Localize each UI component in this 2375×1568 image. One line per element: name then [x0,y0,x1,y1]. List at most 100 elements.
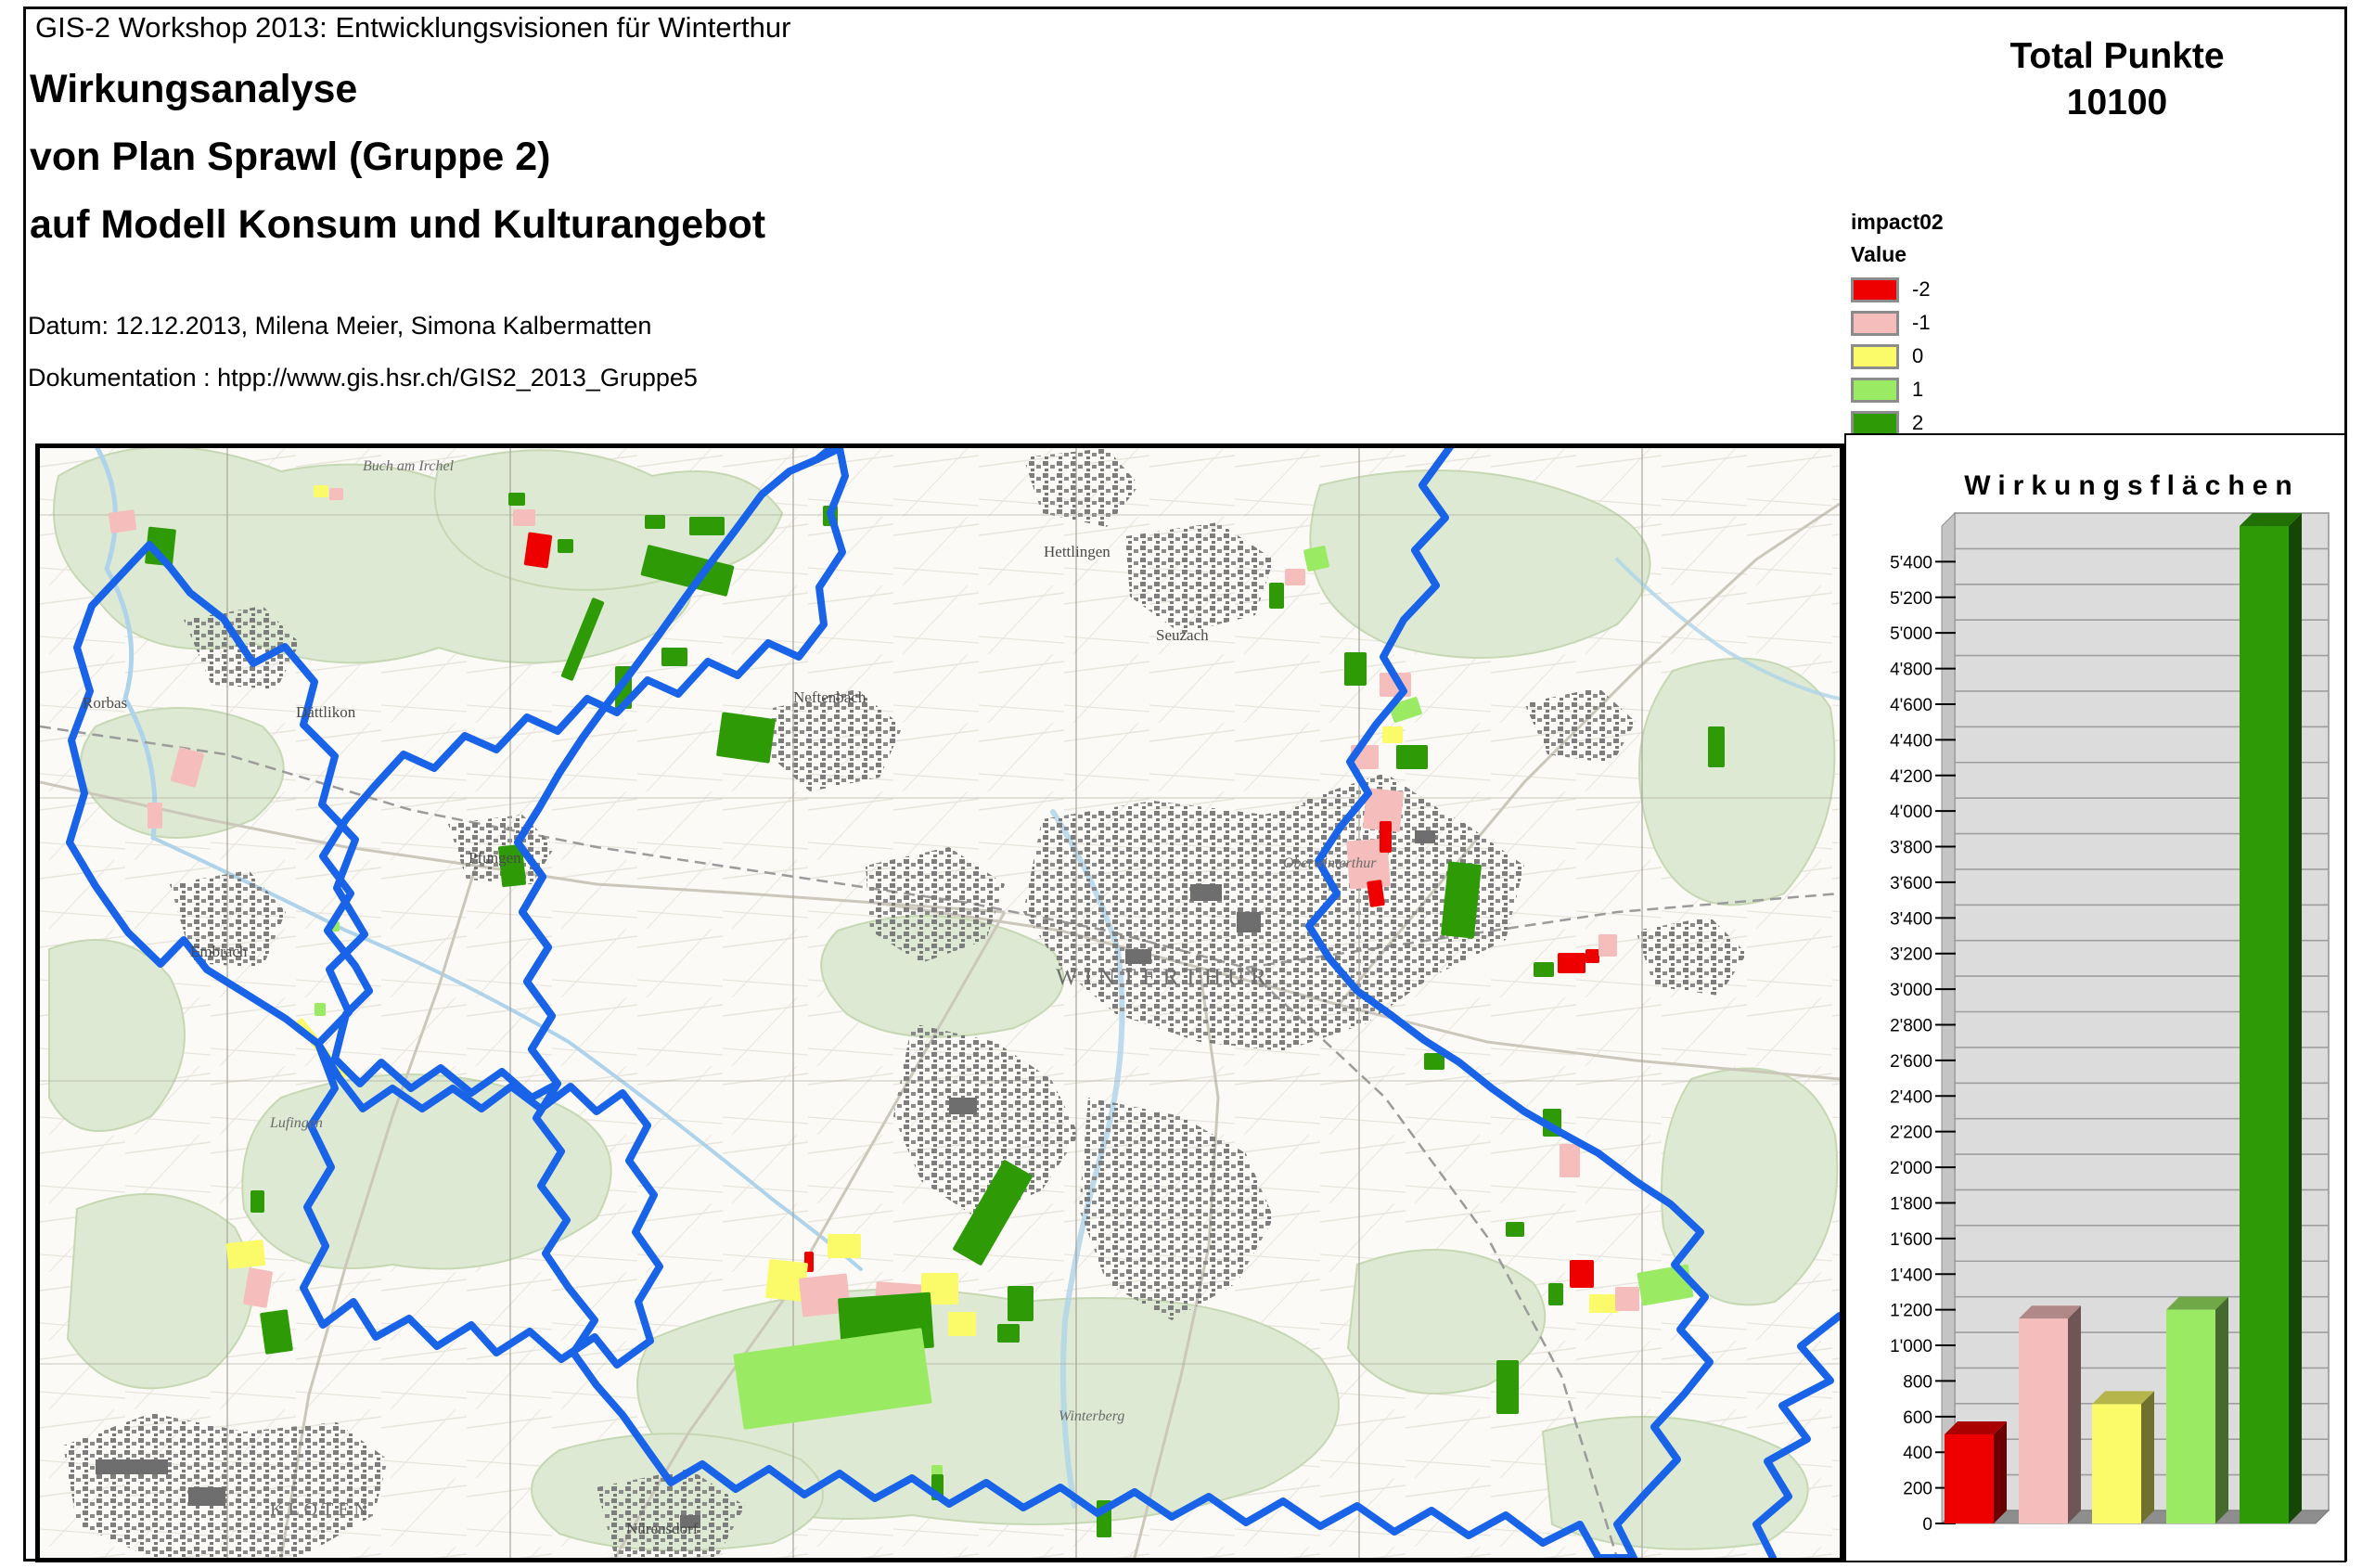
y-tick-label: 3'400 [1890,909,1932,929]
map-legend: impact02 Value -2 -1 0 1 2 [1851,210,1944,440]
map-place-label: Rorbas [83,694,127,712]
legend-item-0: 0 [1851,340,1944,373]
impact-patch [931,1465,943,1476]
y-tick-label: 600 [1903,1408,1932,1428]
impact-patch [1548,1283,1563,1305]
y-tick-label: 4'200 [1890,767,1932,787]
y-tick-label: 2'800 [1890,1017,1932,1036]
legend-item-1: 1 [1851,373,1944,406]
legend-layer-title: impact02 [1851,210,1944,234]
y-tick-label: 4'400 [1890,731,1932,751]
impact-patch [1424,1053,1444,1070]
legend-label: 2 [1912,411,1924,434]
legend-field-title: Value [1851,242,1907,266]
impact-patch [260,1309,293,1355]
map-place-label: Lufingen [269,1115,323,1131]
impact-patch [1382,726,1403,743]
y-tick-label: 1'800 [1890,1194,1932,1214]
y-tick-label: 2'200 [1890,1124,1932,1143]
map-place-label: Neftenbach [793,688,867,706]
impact-patch [513,509,535,526]
impact-patch [243,1267,273,1308]
legend-label: -2 [1912,277,1931,301]
y-tick-label: 4'000 [1890,803,1932,822]
map-place-label: Winterberg [1059,1408,1124,1424]
impact-patch [1396,745,1428,769]
impact-patch [148,803,162,829]
y-tick-label: 1'200 [1890,1302,1932,1321]
legend-item-neg1: -1 [1851,306,1944,340]
total-points-block: Total Punkte 10100 [1885,33,2349,126]
impact-patch [1558,953,1585,973]
map-place-label: Embrach [190,943,248,960]
impact-polygons [108,485,1725,1537]
legend-swatch-0 [1851,343,1899,369]
y-tick-label: 5'000 [1890,624,1932,644]
impact-patch [733,1328,932,1430]
legend-label: 1 [1912,378,1924,401]
impact-patch [640,545,735,597]
y-tick-label: 3'000 [1890,981,1932,1000]
y-tick-label: 1'400 [1890,1266,1932,1285]
impact-patch [997,1324,1020,1343]
y-tick-label: 3'200 [1890,945,1932,965]
impact-patch [716,712,776,764]
page-title: Wirkungsanalyse von Plan Sprawl (Gruppe … [30,67,766,247]
bar-side [1994,1421,2007,1523]
legend-swatch-neg2 [1851,276,1899,302]
bar-top [2166,1296,2228,1310]
impact-patch [1496,1360,1519,1414]
bar-side [2141,1391,2154,1523]
bar-top [2092,1391,2154,1405]
impact-patch [558,539,573,553]
impact-patch [1363,788,1404,832]
urban-areas [63,448,1747,1558]
impact-patch [1367,880,1385,907]
bar-top [2019,1305,2081,1319]
legend-label: 0 [1912,344,1924,367]
impact-patch [1008,1286,1033,1321]
y-tick-label: 2'600 [1890,1052,1932,1072]
impact-patch [1585,949,1599,963]
impact-patch [560,598,605,681]
total-points-value: 10100 [2066,83,2168,122]
impact-patch [1285,569,1305,585]
impact-patch [508,493,525,506]
impact-patch [315,1003,326,1016]
bar-2 [2240,526,2289,1523]
impact-patch [1598,934,1617,957]
map-place-label: Pfungen [469,849,521,867]
impact-patch [1708,726,1725,767]
legend-item-neg2: -2 [1851,273,1944,306]
y-tick-label: 0 [1922,1515,1932,1535]
y-tick-label: 4'800 [1890,661,1932,680]
y-tick-label: 1'600 [1890,1230,1932,1250]
impact-patch [1589,1294,1619,1313]
bar-top [2240,513,2302,526]
y-tick-label: 5'400 [1890,553,1932,572]
legend-label: -1 [1912,311,1931,334]
map-place-label: Seuzach [1156,626,1209,644]
map-place-label: Nürensdorf [626,1520,699,1537]
workshop-subtitle: GIS-2 Workshop 2013: Entwicklungsvisione… [35,11,791,44]
legend-swatch-1 [1851,377,1899,403]
impact-patch [1346,838,1391,890]
bar-side [2215,1296,2228,1523]
y-tick-label: 3'600 [1890,874,1932,893]
large-buildings [96,830,1435,1528]
place-labels: WINTERTHUR KLOTEN Oberwinterthur Neftenbach… [83,458,1377,1537]
impact-patch [1560,1144,1580,1177]
impact-patch [1506,1222,1524,1237]
impact-patch [314,485,328,497]
documentation-url-line: Dokumentation : htpp://www.gis.hsr.ch/GI… [28,364,698,392]
topographic-map: WINTERTHUR KLOTEN Oberwinterthur Neftenbach… [40,448,1840,1558]
impact-patch [171,747,204,788]
impact-patch [1269,583,1284,609]
boundary-southeast-squiggle [1752,1312,1840,1558]
impact-patch [108,509,137,533]
impact-patch [1534,962,1554,977]
impact-patch [828,1234,861,1258]
bar-1 [2166,1309,2215,1523]
boundary-southwest-loop [300,1040,663,1369]
bar--2 [1945,1434,1994,1523]
